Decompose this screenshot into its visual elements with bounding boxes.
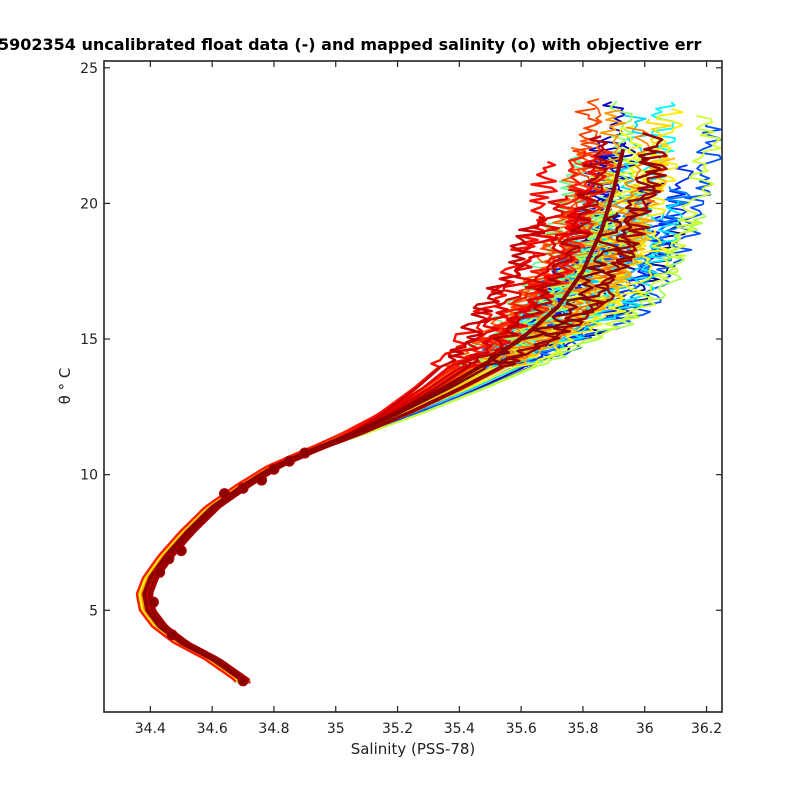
y-axis: 5 10 15 20 25	[80, 61, 722, 619]
x-tick-label: 35.6	[506, 721, 537, 737]
profile-line	[149, 191, 603, 684]
y-tick-label: 5	[89, 603, 98, 619]
x-tick-label: 34.4	[135, 721, 166, 737]
profile-line	[149, 215, 548, 680]
mapped-salinity-point	[166, 629, 178, 641]
profile-line	[149, 217, 588, 682]
mapped-salinity-point	[256, 474, 268, 486]
profile-line	[145, 160, 558, 681]
profile-line	[149, 195, 568, 682]
axes-frame	[103, 60, 723, 713]
mapped-salinity-point	[299, 447, 311, 459]
x-tick-label: 35	[327, 721, 345, 737]
profile-line	[136, 100, 634, 684]
x-tick-label: 35.8	[567, 721, 598, 737]
x-axis: 34.4 34.6 34.8 35 35.2 35.4 35.6 35.8 36 36.2	[135, 61, 722, 737]
mapped-salinity-point	[163, 553, 175, 565]
profile-line	[148, 212, 707, 680]
plot-area	[135, 98, 722, 687]
x-tick-label: 36	[636, 721, 654, 737]
x-axis-label: Salinity (PSS-78)	[351, 740, 476, 758]
mapped-salinity-point	[154, 566, 166, 578]
mapped-salinity-point	[147, 596, 159, 608]
x-tick-label: 34.8	[258, 721, 289, 737]
y-tick-label: 25	[80, 61, 98, 77]
y-axis-label: θ ° C	[56, 368, 74, 405]
profile-line	[142, 164, 694, 681]
mapped-salinity-point	[283, 455, 295, 467]
mapped-salinity-point	[268, 463, 280, 475]
x-tick-label: 36.2	[691, 721, 722, 737]
y-tick-label: 15	[80, 332, 98, 348]
x-tick-label: 35.2	[382, 721, 413, 737]
y-tick-label: 20	[80, 196, 98, 212]
mapped-salinity-point	[219, 488, 231, 500]
profile-line	[141, 189, 647, 683]
mapped-salinity-point	[175, 545, 187, 557]
y-tick-label: 10	[80, 468, 98, 484]
x-tick-label: 34.6	[197, 721, 228, 737]
profile-line	[144, 109, 626, 681]
profile-line	[140, 152, 589, 684]
mapped-salinity-point	[237, 482, 249, 494]
x-tick-label: 35.4	[444, 721, 475, 737]
profile-line	[135, 150, 587, 683]
profile-line	[150, 144, 668, 681]
mapped-salinity-point	[237, 675, 249, 687]
chart-title: 5902354 uncalibrated float data (-) and …	[0, 35, 701, 54]
profile-line	[142, 146, 589, 683]
profile-line	[147, 131, 664, 681]
